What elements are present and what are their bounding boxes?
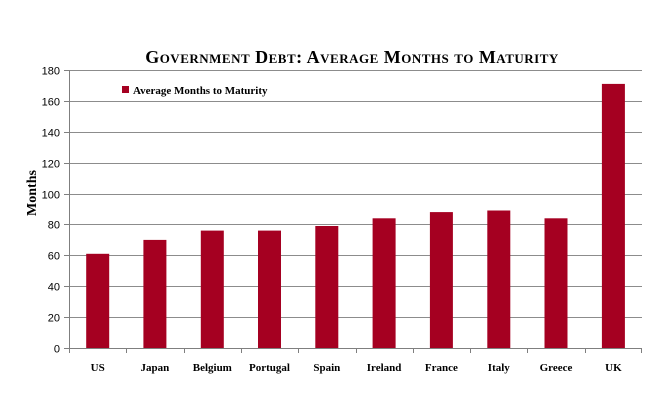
bar-japan [143, 239, 167, 348]
x-tick-label-greece: Greece [540, 362, 573, 374]
x-tick-label-france: France [425, 362, 458, 374]
x-tick-label-italy: Italy [488, 362, 511, 374]
x-tick-label-portugal: Portugal [249, 362, 290, 374]
bar-uk [601, 83, 625, 349]
bar-portugal [258, 230, 281, 348]
y-tick-label: 20 [48, 313, 60, 325]
y-tick-label: 180 [42, 66, 60, 78]
x-tick-label-belgium: Belgium [193, 362, 232, 374]
legend-label: Average Months to Maturity [133, 85, 268, 97]
y-tick-label: 100 [42, 190, 60, 202]
bar-greece [544, 218, 568, 348]
bar-ireland [372, 218, 396, 348]
x-tick-label-ireland: Ireland [367, 362, 402, 374]
y-tick-label: 80 [48, 220, 60, 232]
y-tick-label: 120 [42, 159, 60, 171]
chart-title: Government Debt: Average Months to Matur… [145, 47, 559, 67]
bar-spain [315, 226, 339, 348]
y-tick-label: 0 [54, 344, 60, 356]
legend-swatch [122, 86, 129, 93]
x-tick-label-us: US [91, 362, 105, 374]
x-tick-label-spain: Spain [313, 362, 340, 374]
y-tick-labels: 0 20 40 60 80 100 120 140 160 180 [42, 66, 69, 356]
y-axis-title: Months [25, 170, 40, 216]
legend: Average Months to Maturity [122, 85, 268, 97]
x-tick-label-japan: Japan [141, 362, 170, 374]
x-tick-labels: US Japan Belgium Portugal Spain Ireland France… [69, 348, 642, 374]
bar-us [86, 253, 110, 348]
bar-belgium [200, 230, 224, 348]
x-tick-label-uk: UK [605, 362, 622, 374]
bars [86, 83, 625, 349]
y-tick-label: 40 [48, 282, 60, 294]
y-tick-label: 160 [42, 97, 60, 109]
bar-france [429, 212, 453, 348]
bar-italy [487, 210, 511, 348]
y-tick-label: 60 [48, 251, 60, 263]
y-tick-label: 140 [42, 128, 60, 140]
axes [69, 70, 642, 349]
